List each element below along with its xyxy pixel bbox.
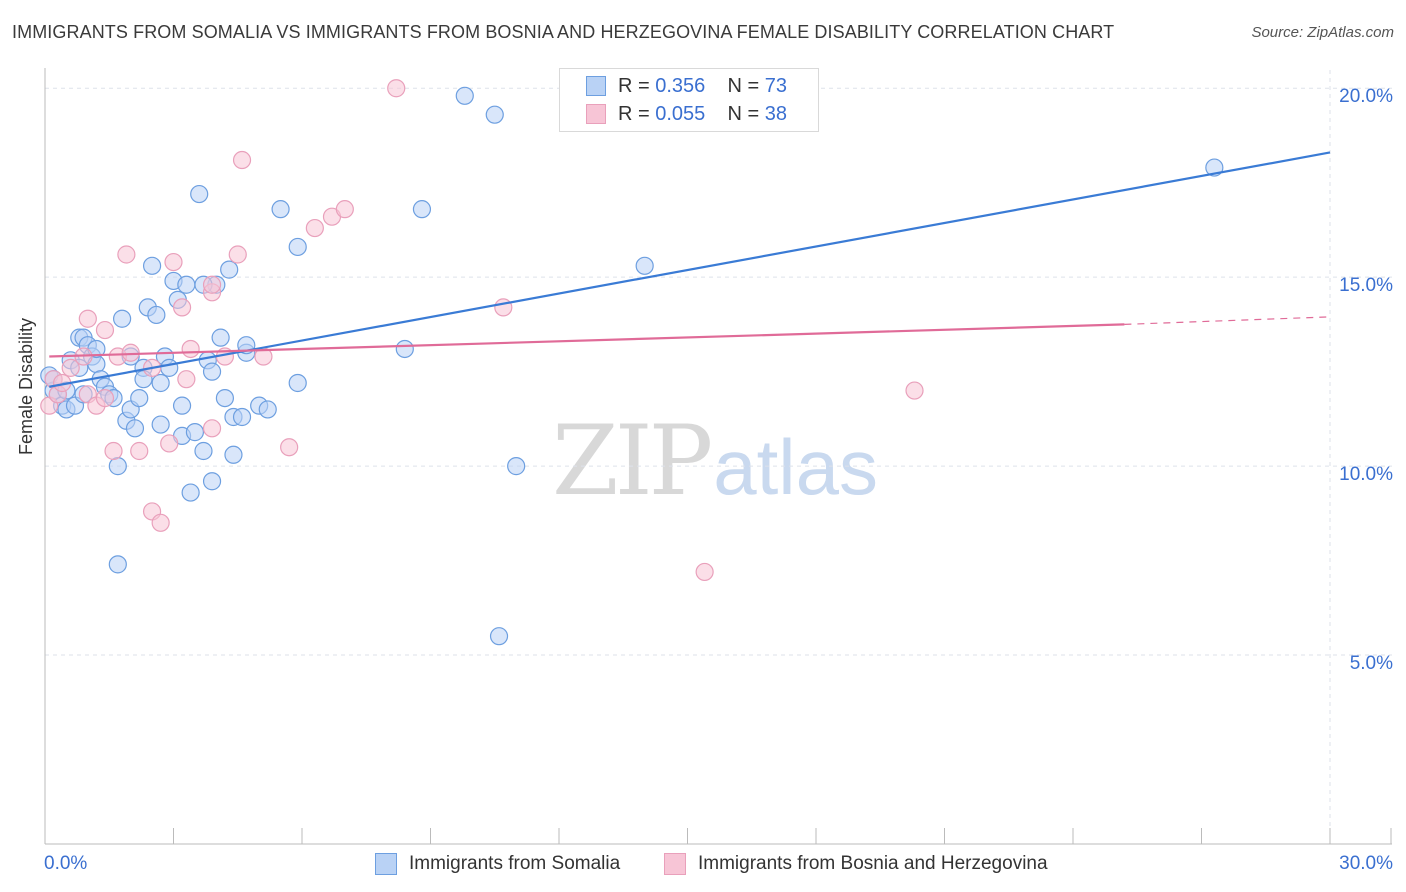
bosnia-point xyxy=(335,200,354,219)
r-label: R = xyxy=(618,102,650,125)
somalia-point xyxy=(202,362,222,381)
x-tick-label: 0.0% xyxy=(44,853,87,874)
bosnia-point xyxy=(151,513,170,532)
y-tick-label: 15.0% xyxy=(1339,275,1393,296)
bosnia-point xyxy=(695,562,714,582)
somalia-point xyxy=(395,339,414,359)
n-value: 73 xyxy=(764,74,788,97)
somalia-point xyxy=(108,555,127,574)
bosnia-point xyxy=(78,309,97,328)
bosnia-point xyxy=(164,252,183,272)
bosnia-point xyxy=(121,343,140,362)
r-label: R = xyxy=(618,74,650,97)
somalia-point xyxy=(455,86,474,105)
watermark-zip: ZIP xyxy=(552,405,713,517)
bosnia-point xyxy=(95,388,115,408)
somalia-point xyxy=(172,396,192,415)
legend-swatch-pink xyxy=(586,104,606,124)
r-value: 0.055 xyxy=(655,102,706,125)
somalia-point xyxy=(211,328,230,347)
somalia-point xyxy=(288,373,307,393)
bosnia-point xyxy=(280,438,299,457)
legend-row-text: R = 0.055 N = 38 xyxy=(618,103,787,126)
bosnia-point xyxy=(228,245,247,264)
somalia-point xyxy=(177,275,196,294)
bottom-legend-label: Immigrants from Bosnia and Herzegovina xyxy=(698,853,1048,874)
somalia-point xyxy=(232,407,252,427)
somalia-point xyxy=(160,358,179,377)
source-label: Source: ZipAtlas.com xyxy=(1251,24,1394,41)
y-tick-label: 10.0% xyxy=(1339,464,1393,485)
somalia-point xyxy=(288,237,307,257)
somalia-point xyxy=(112,309,132,328)
x-tick-label: 30.0% xyxy=(1339,853,1393,874)
somalia-point xyxy=(224,445,243,464)
somalia-point xyxy=(147,305,166,325)
bosnia-point xyxy=(104,441,123,461)
somalia-trendline xyxy=(49,151,1331,388)
somalia-point xyxy=(507,457,526,476)
watermark-atlas: atlas xyxy=(713,423,878,511)
bosnia-point xyxy=(117,245,136,264)
somalia-point xyxy=(258,400,277,419)
somalia-point xyxy=(151,415,170,434)
bosnia-point xyxy=(305,218,324,238)
somalia-point xyxy=(220,260,239,279)
somalia-point xyxy=(181,483,200,502)
somalia-point xyxy=(635,256,654,275)
y-tick-label: 5.0% xyxy=(1350,653,1393,674)
somalia-point xyxy=(108,457,127,476)
bosnia-point xyxy=(177,370,196,389)
correlation-legend: R = 0.356 N = 73 R = 0.055 N = 38 xyxy=(559,68,819,132)
n-label: N = xyxy=(727,74,760,97)
bosnia-point xyxy=(61,358,80,377)
bosnia-trendline-extension xyxy=(1124,316,1331,326)
somalia-point xyxy=(271,200,290,219)
bosnia-point xyxy=(202,275,222,294)
chart-title: IMMIGRANTS FROM SOMALIA VS IMMIGRANTS FR… xyxy=(12,22,1115,42)
bosnia-point xyxy=(160,434,179,453)
bosnia-point xyxy=(172,298,192,317)
bosnia-point xyxy=(905,381,924,400)
somalia-point xyxy=(151,373,170,393)
bosnia-point xyxy=(130,441,149,461)
bottom-legend-somalia: Immigrants from Somalia xyxy=(375,852,620,876)
legend-row-text: R = 0.356 N = 73 xyxy=(618,75,787,98)
bosnia-trendline xyxy=(49,323,1125,358)
somalia-point xyxy=(130,388,149,408)
bottom-legend-swatch-pink xyxy=(664,853,686,875)
somalia-point xyxy=(485,105,504,124)
bottom-legend-bosnia: Immigrants from Bosnia and Herzegovina xyxy=(664,852,1048,876)
somalia-point xyxy=(202,472,222,491)
n-value: 38 xyxy=(764,102,788,125)
somalia-point xyxy=(142,256,162,275)
bosnia-point xyxy=(494,298,513,317)
y-tick-label: 20.0% xyxy=(1339,86,1393,107)
watermark: ZIPatlas xyxy=(552,405,878,517)
legend-swatch-blue xyxy=(586,76,606,96)
bosnia-point xyxy=(232,150,252,170)
bottom-legend-label: Immigrants from Somalia xyxy=(409,853,621,874)
somalia-point xyxy=(489,627,509,646)
bosnia-point xyxy=(181,339,200,359)
somalia-point xyxy=(194,441,213,461)
somalia-point xyxy=(412,200,432,219)
somalia-point xyxy=(125,419,145,438)
somalia-point xyxy=(190,184,209,204)
bosnia-point xyxy=(202,419,222,438)
bottom-legend-swatch-blue xyxy=(375,853,397,875)
somalia-point xyxy=(185,423,205,442)
somalia-point xyxy=(215,388,234,408)
n-label: N = xyxy=(727,102,760,125)
bosnia-point xyxy=(387,79,406,98)
bosnia-point xyxy=(95,320,115,340)
r-value: 0.356 xyxy=(655,74,706,97)
